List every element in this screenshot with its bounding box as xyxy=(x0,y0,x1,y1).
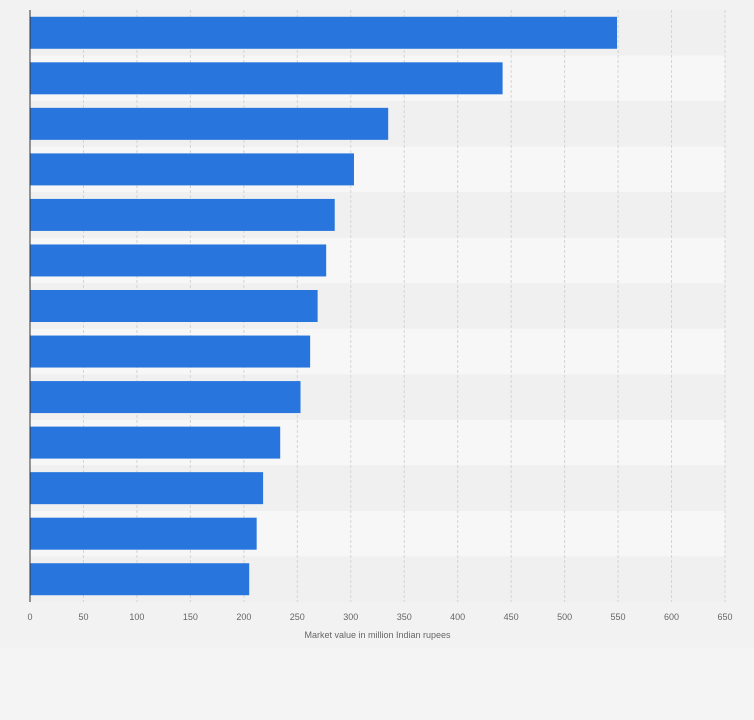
bar[interactable] xyxy=(30,517,257,550)
x-tick-label: 50 xyxy=(78,612,88,622)
bars xyxy=(30,16,618,596)
bar[interactable] xyxy=(30,153,354,186)
bar[interactable] xyxy=(30,198,335,231)
x-tick-label: 650 xyxy=(717,612,732,622)
bar[interactable] xyxy=(30,335,311,368)
bar[interactable] xyxy=(30,16,618,49)
x-tick-label: 400 xyxy=(450,612,465,622)
x-tick-label: 600 xyxy=(664,612,679,622)
x-tick-label: 100 xyxy=(129,612,144,622)
x-tick-label: 300 xyxy=(343,612,358,622)
x-tick-label: 150 xyxy=(183,612,198,622)
footer-area xyxy=(0,648,754,720)
x-axis-ticks: 0 50 100 150 200 250 300 350 400 450 500 550 600 650 xyxy=(27,612,732,622)
x-tick-label: 500 xyxy=(557,612,572,622)
bar[interactable] xyxy=(30,381,301,414)
bar[interactable] xyxy=(30,290,318,322)
x-tick-label: 200 xyxy=(236,612,251,622)
x-axis-title: Market value in million Indian rupees xyxy=(304,630,451,640)
bar[interactable] xyxy=(30,426,281,459)
bar[interactable] xyxy=(30,563,250,596)
x-tick-label: 250 xyxy=(290,612,305,622)
x-tick-label: 0 xyxy=(27,612,32,622)
x-tick-label: 350 xyxy=(397,612,412,622)
bar[interactable] xyxy=(30,107,389,140)
bar[interactable] xyxy=(30,244,327,277)
bar[interactable] xyxy=(30,472,264,505)
bar[interactable] xyxy=(30,62,503,95)
x-tick-label: 450 xyxy=(504,612,519,622)
x-tick-label: 550 xyxy=(611,612,626,622)
